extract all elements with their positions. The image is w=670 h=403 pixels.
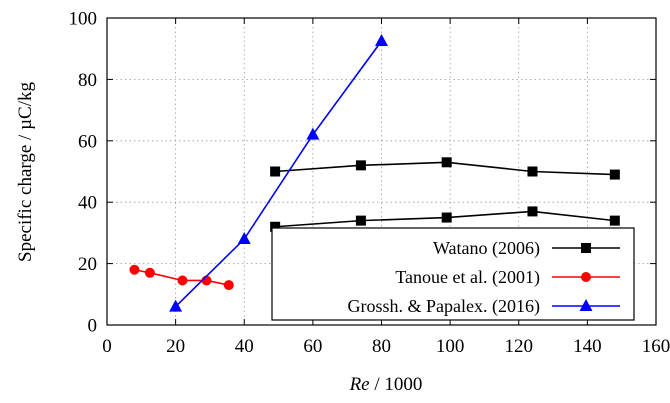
axis-ticks: 0 20 40 60 80 100 120 140 160 0 20 40 60 80 100 xyxy=(69,9,670,358)
data-point-triangle xyxy=(237,232,251,245)
x-tick-label: 20 xyxy=(166,336,185,357)
x-tick-label: 120 xyxy=(505,336,534,357)
series xyxy=(270,157,620,232)
data-point-square xyxy=(270,166,281,177)
legend-label: Grossh. & Papalex. (2016) xyxy=(348,296,540,317)
data-point-square xyxy=(527,166,538,177)
x-tick-label: 160 xyxy=(642,336,670,357)
legend: Watano (2006) Tanoue et al. (2001) Grossh.… xyxy=(271,227,635,321)
data-point-square xyxy=(609,169,620,180)
x-tick-label: 140 xyxy=(573,336,602,357)
series xyxy=(129,264,234,291)
data-point-triangle xyxy=(306,127,320,140)
y-tick-label: 40 xyxy=(78,193,97,214)
x-tick-label: 0 xyxy=(102,336,112,357)
data-point-square xyxy=(441,157,452,168)
legend-label: Watano (2006) xyxy=(433,238,540,259)
data-point-circle xyxy=(129,264,140,275)
legend-entry: Tanoue et al. (2001) xyxy=(395,267,620,288)
grid xyxy=(107,18,656,325)
data-point-circle xyxy=(144,267,155,278)
data-point-square xyxy=(609,215,620,226)
y-tick-label: 80 xyxy=(78,70,97,91)
data-point-square xyxy=(527,206,538,217)
legend-label: Tanoue et al. (2001) xyxy=(395,267,540,288)
x-tick-label: 100 xyxy=(436,336,465,357)
data-point-square xyxy=(355,160,366,171)
data-point-triangle xyxy=(579,299,593,311)
data-point-circle xyxy=(581,272,591,282)
data-point-triangle xyxy=(375,34,388,47)
y-axis-label: Specific charge / µC/kg xyxy=(15,82,36,262)
series-line xyxy=(175,40,383,308)
x-axis-label: Re / 1000 xyxy=(349,374,423,395)
legend-entry: Watano (2006) xyxy=(433,238,620,259)
series xyxy=(169,34,388,312)
data-point-square xyxy=(581,243,591,253)
legend-entries: Watano (2006) Tanoue et al. (2001) Grossh.… xyxy=(348,238,620,317)
y-tick-label: 100 xyxy=(69,9,98,30)
data-point-square xyxy=(441,212,452,223)
y-tick-label: 60 xyxy=(78,131,97,152)
data-point-circle xyxy=(223,280,234,291)
data-point-square xyxy=(270,221,281,232)
x-axis-label-unit: / 1000 xyxy=(370,374,423,395)
legend-box xyxy=(271,227,635,321)
data-point-circle xyxy=(177,275,188,286)
legend-entry: Grossh. & Papalex. (2016) xyxy=(348,296,620,317)
x-axis-label-symbol: Re xyxy=(349,374,370,395)
x-tick-label: 60 xyxy=(303,336,322,357)
y-tick-label: 0 xyxy=(88,316,98,337)
data-point-triangle xyxy=(169,299,183,312)
data-point-square xyxy=(355,215,366,226)
x-tick-label: 80 xyxy=(372,336,391,357)
x-tick-label: 40 xyxy=(235,336,254,357)
series-layer xyxy=(129,34,620,312)
y-tick-label: 20 xyxy=(78,254,97,275)
